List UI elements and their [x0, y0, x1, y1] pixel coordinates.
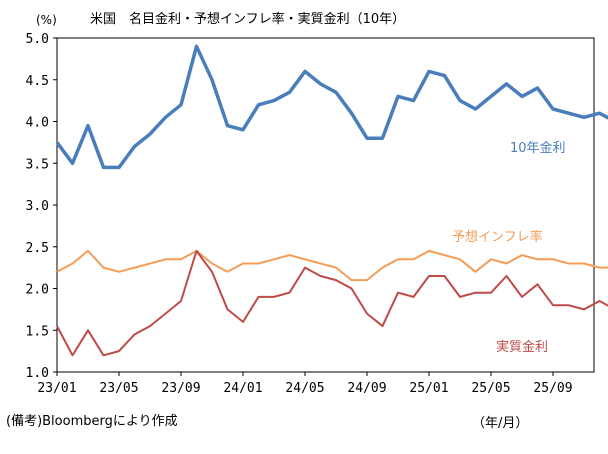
x-tick-label: 25/01	[409, 381, 448, 396]
y-tick-label: 2.5	[26, 241, 49, 256]
y-tick-label: 5.0	[26, 32, 49, 47]
x-tick-label: 23/01	[37, 381, 76, 396]
x-tick-label: 25/09	[533, 381, 572, 396]
series-label: 実質金利	[496, 339, 548, 355]
y-tick-label: 3.0	[26, 199, 49, 214]
x-tick-label: 23/09	[161, 381, 200, 396]
series-label: 予想インフレ率	[452, 229, 543, 245]
x-axis-unit: （年/月）	[472, 416, 529, 431]
x-tick-label: 24/05	[285, 381, 324, 396]
y-tick-label: 3.5	[26, 157, 49, 172]
x-tick-label: 23/05	[99, 381, 138, 396]
chart-title: 米国 名目金利・予想インフレ率・実質金利（10年）	[90, 12, 406, 27]
x-tick-label: 24/01	[223, 381, 262, 396]
y-tick-label: 2.0	[26, 283, 49, 298]
breakeven-inflation-line	[56, 249, 608, 282]
source-note: (備考)Bloombergにより作成	[6, 414, 178, 429]
y-tick-label: 4.5	[26, 74, 49, 89]
y-axis-unit: (%)	[36, 13, 57, 27]
y-tick-label: 1.5	[26, 324, 49, 339]
nominal-rate-line	[55, 44, 608, 170]
x-tick-label: 24/09	[347, 381, 386, 396]
y-tick-label: 4.0	[26, 116, 49, 131]
series-label: 10年金利	[510, 140, 566, 156]
x-tick-label: 25/05	[471, 381, 510, 396]
y-tick-label: 1.0	[26, 366, 49, 381]
real-rate-line	[56, 249, 608, 357]
